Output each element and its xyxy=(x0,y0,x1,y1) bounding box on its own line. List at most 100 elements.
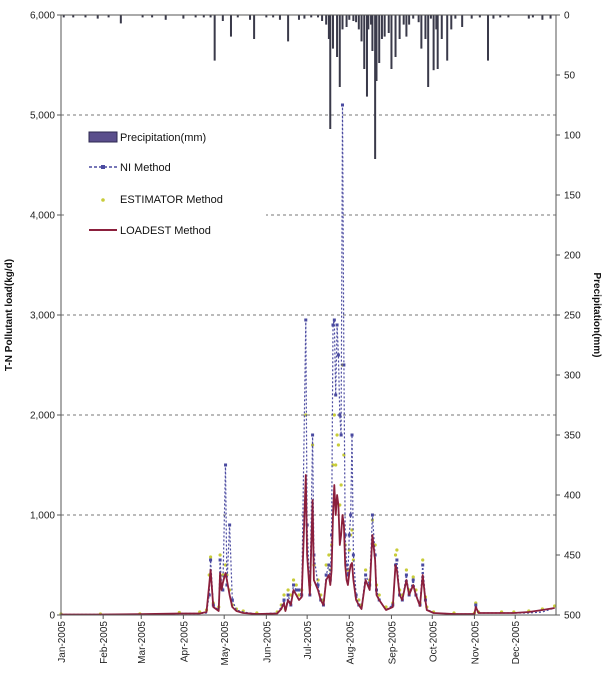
precipitation-bar xyxy=(360,15,363,42)
precipitation-bar xyxy=(427,15,430,87)
precipitation-bar xyxy=(249,15,252,20)
y2-tick-label: 400 xyxy=(564,491,581,502)
right-axis-ticks: 0 50 100 150 200 250 300 350 400 450 500 xyxy=(556,11,581,622)
estimator-method-point xyxy=(334,463,338,467)
estimator-method-point xyxy=(421,558,425,562)
precipitation-bar xyxy=(338,15,341,87)
ni-method-point xyxy=(404,573,408,577)
precipitation-bar xyxy=(72,15,75,18)
y-tick-label: 0 xyxy=(49,611,55,622)
estimator-method-point xyxy=(377,593,381,597)
precipitation-bar xyxy=(265,15,268,18)
precipitation-bar xyxy=(380,15,383,39)
x-tick-label: Jun-2005 xyxy=(262,621,273,663)
ni-method-point xyxy=(411,578,415,582)
precipitation-bar xyxy=(84,15,87,18)
precipitation-bar xyxy=(164,15,167,20)
legend-precipitation-label: Precipitation(mm) xyxy=(120,132,206,144)
precipitation-bar xyxy=(375,15,378,81)
estimator-method-point xyxy=(335,433,339,437)
y-tick-label: 3,000 xyxy=(30,311,55,322)
ni-method-point xyxy=(304,318,308,322)
y2-tick-label: 150 xyxy=(564,191,581,202)
ni-method-point xyxy=(336,353,340,357)
estimator-method-point xyxy=(297,593,301,597)
ni-method-point xyxy=(292,583,296,587)
grid-lines xyxy=(61,114,556,516)
precipitation-bar xyxy=(424,15,427,39)
estimator-method-point xyxy=(324,563,328,567)
precipitation-bar xyxy=(405,15,408,37)
estimator-method-point xyxy=(294,583,298,587)
precipitation-bar xyxy=(272,15,275,18)
x-tick-label: Dec-2005 xyxy=(511,621,522,665)
ni-method-point xyxy=(228,523,232,527)
ni-method-point xyxy=(335,323,339,327)
precipitation-bar xyxy=(398,15,401,39)
x-tick-label: Apr-2005 xyxy=(179,621,190,663)
ni-method-point xyxy=(340,103,344,107)
y2-tick-label: 200 xyxy=(564,251,581,262)
ni-method-point xyxy=(331,323,335,327)
y2-tick-label: 450 xyxy=(564,551,581,562)
precipitation-bar xyxy=(374,15,377,159)
precipitation-bar xyxy=(549,15,552,19)
precipitation-bar xyxy=(229,15,232,37)
precipitation-bar xyxy=(278,15,281,20)
ni-method-point xyxy=(224,463,228,467)
ni-method-point xyxy=(209,558,213,562)
x-tick-label: Jul-2005 xyxy=(303,621,314,660)
precipitation-bar xyxy=(420,15,423,49)
loadest-method-line xyxy=(61,474,555,616)
estimator-method-point xyxy=(364,568,368,572)
estimator-method-point xyxy=(339,483,343,487)
precipitation-bar xyxy=(365,15,368,97)
precipitation-bar xyxy=(440,15,443,39)
precipitation-bar xyxy=(461,15,464,27)
precipitation-bar xyxy=(417,15,420,23)
legend-loadest-label: LOADEST Method xyxy=(120,225,211,237)
ni-method-point xyxy=(364,573,368,577)
estimator-method-point xyxy=(553,604,557,608)
precipitation-bar xyxy=(310,15,313,18)
precipitation-bar xyxy=(470,15,473,19)
ni-method-point xyxy=(334,393,338,397)
precipitation-bar xyxy=(141,15,144,18)
y-tick-label: 1,000 xyxy=(30,511,55,522)
precipitation-bar xyxy=(348,15,351,20)
precipitation-bar xyxy=(454,15,457,19)
y2-tick-label: 350 xyxy=(564,431,581,442)
x-tick-label: Jan-2005 xyxy=(57,621,68,663)
estimator-method-point xyxy=(218,553,222,557)
precipitation-bar xyxy=(450,15,453,30)
estimator-method-point xyxy=(332,413,336,417)
estimator-method-point xyxy=(395,548,399,552)
ni-method-point xyxy=(421,563,425,567)
ni-method-point xyxy=(474,603,478,607)
legend-estimator-marker xyxy=(101,198,105,202)
precipitation-bar xyxy=(541,15,544,20)
precipitation-bar xyxy=(96,15,99,19)
y-tick-label: 5,000 xyxy=(30,111,55,122)
ni-method-point xyxy=(345,563,349,567)
estimator-method-point xyxy=(208,555,213,559)
precipitation-bar xyxy=(429,15,432,19)
precipitation-bar xyxy=(62,15,65,18)
ni-method-point xyxy=(297,588,301,592)
precipitation-bar xyxy=(370,15,373,25)
precipitation-bar xyxy=(507,15,510,18)
precipitation-bar xyxy=(329,15,332,129)
precipitation-bar xyxy=(492,15,495,19)
legend-background xyxy=(66,127,266,245)
ni-method-point xyxy=(282,598,286,602)
precipitation-bar xyxy=(446,15,449,61)
ni-method-point xyxy=(370,513,374,517)
ni-method-point xyxy=(342,363,346,367)
precipitation-bar xyxy=(436,15,439,69)
precipitation-bar xyxy=(531,15,534,18)
load-lines xyxy=(59,103,557,616)
precipitation-bar xyxy=(345,15,348,27)
estimator-method-point xyxy=(336,443,341,447)
precipitation-bar xyxy=(327,15,330,39)
